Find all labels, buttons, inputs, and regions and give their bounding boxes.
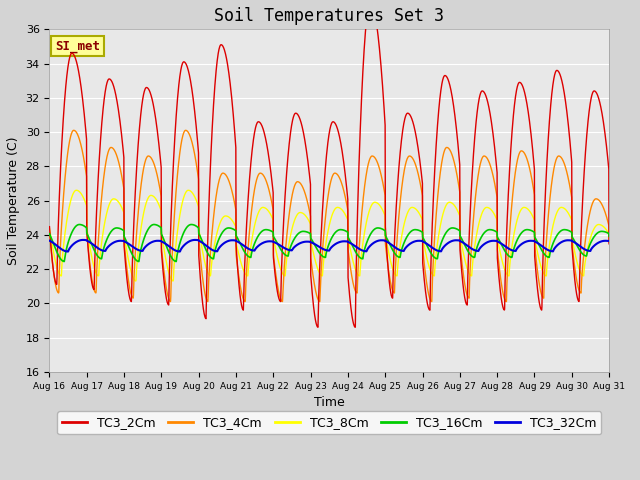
Y-axis label: Soil Temperature (C): Soil Temperature (C) — [7, 136, 20, 265]
Title: Soil Temperatures Set 3: Soil Temperatures Set 3 — [214, 7, 444, 25]
X-axis label: Time: Time — [314, 396, 344, 409]
Text: SI_met: SI_met — [55, 39, 100, 52]
Legend: TC3_2Cm, TC3_4Cm, TC3_8Cm, TC3_16Cm, TC3_32Cm: TC3_2Cm, TC3_4Cm, TC3_8Cm, TC3_16Cm, TC3… — [57, 411, 601, 434]
